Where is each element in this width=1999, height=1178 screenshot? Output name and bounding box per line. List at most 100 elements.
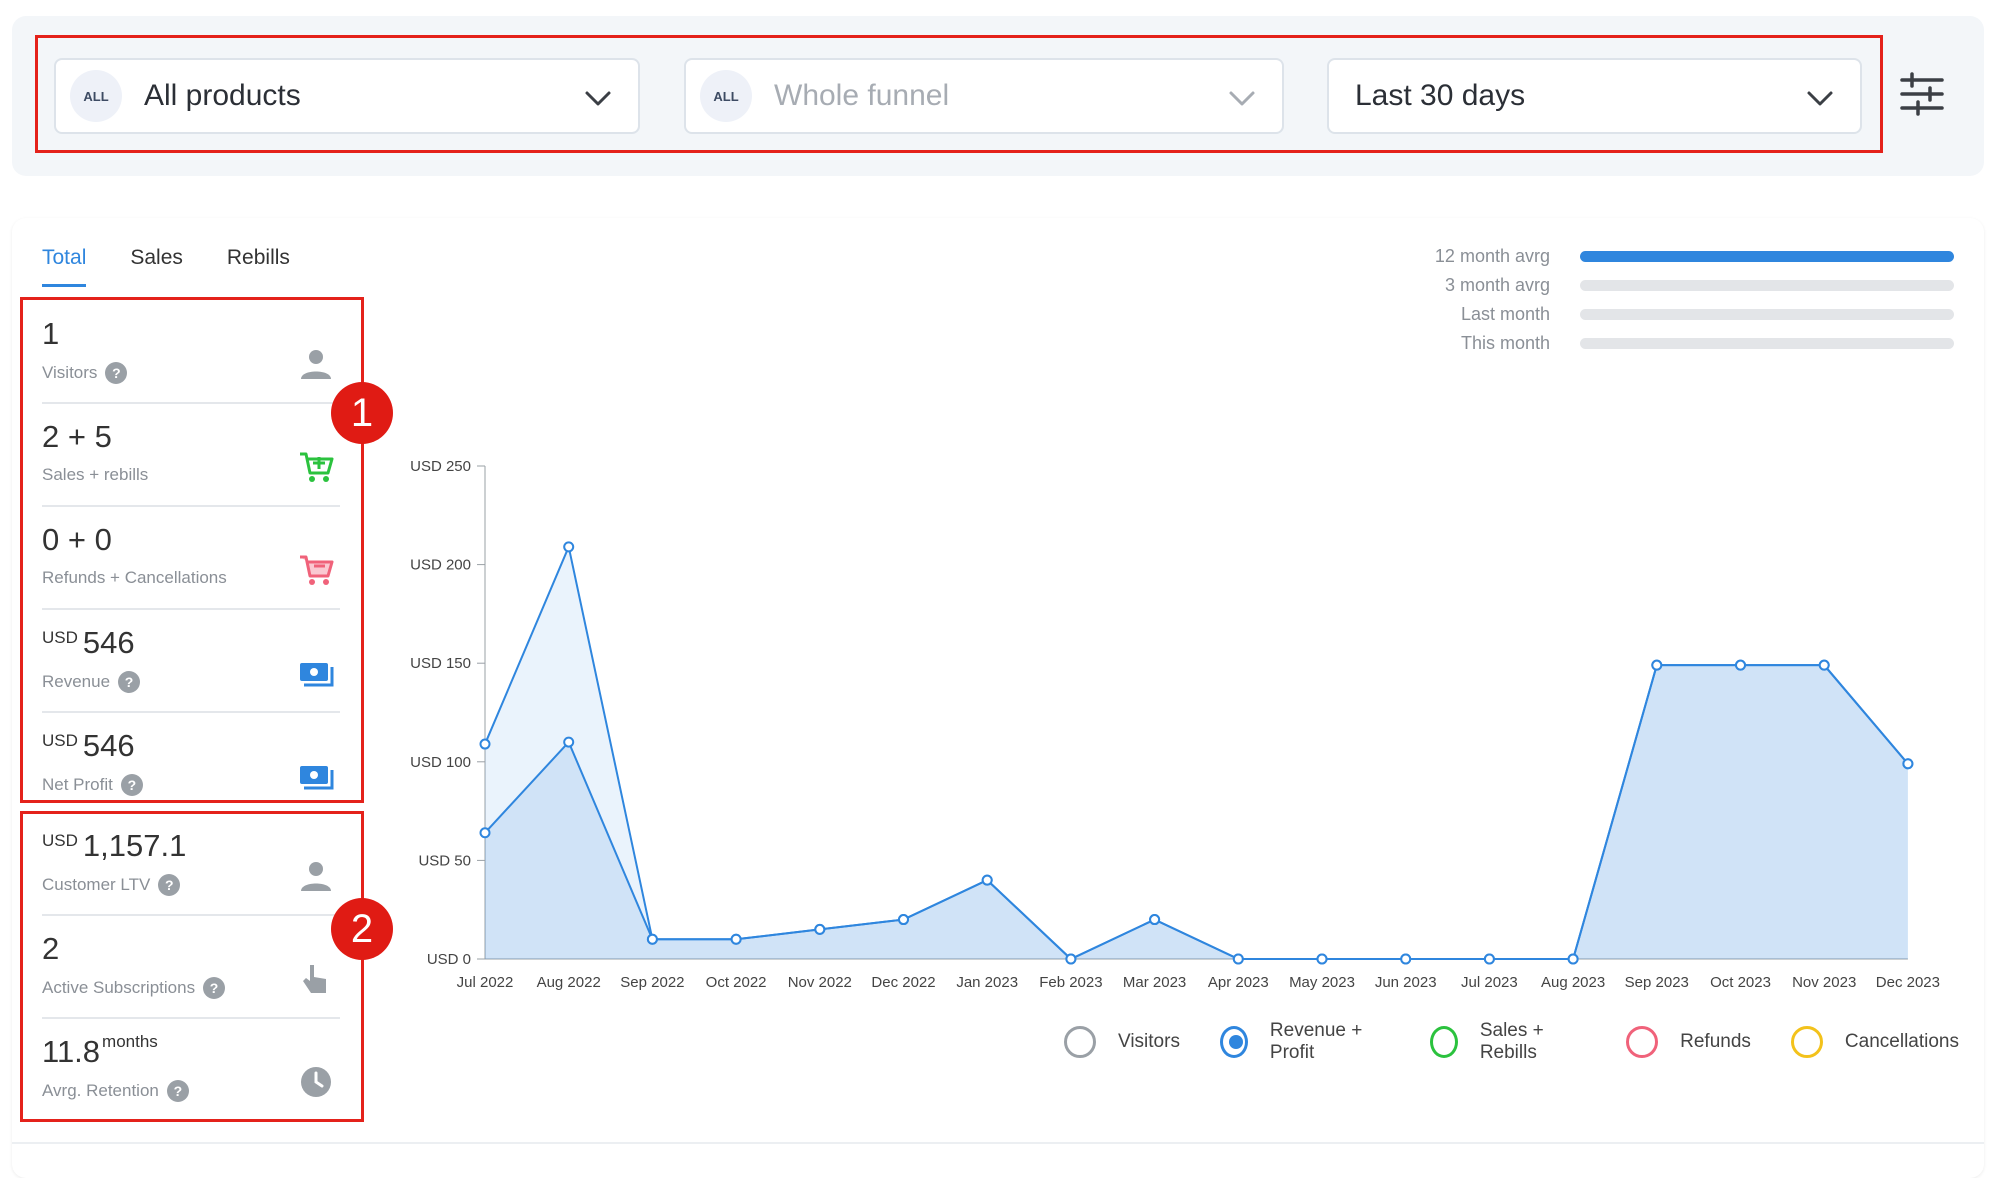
metric-label-text: Customer LTV [42,875,151,894]
metric-number: 1,157.1 [82,828,187,863]
metric-number: 0 + 0 [42,522,112,557]
radio-unchecked-icon [1626,1026,1659,1058]
sliders-settings-icon[interactable] [1898,70,1946,118]
tab-total[interactable]: Total [42,246,87,287]
data-point [479,827,491,839]
series-area [485,546,1908,959]
data-point [1735,659,1746,671]
x-tick-label: Oct 2023 [1710,974,1771,991]
metric-currency: USD [42,628,78,647]
data-point [1902,758,1914,770]
metric-number: 546 [82,728,135,763]
legend-label: Cancellations [1844,1031,1959,1052]
help-icon[interactable]: ? [105,362,128,384]
metric-refunds-cancellations: 0 + 0 Refunds + Cancellations [42,510,340,610]
metric-value: 2 + 5 [42,419,112,455]
average-row: Last month [1380,302,1956,326]
average-bar-fill [1580,250,1954,262]
legend-item-cancellations[interactable]: Cancellations [1790,1026,1959,1058]
y-tick-label: USD 250 [410,458,471,475]
metric-label: Visitors? [42,362,128,384]
help-icon[interactable]: ? [118,671,141,693]
metric-label-text: Net Profit [42,775,113,794]
average-bar [1580,308,1954,320]
average-row: This month [1380,331,1956,355]
x-tick-label: May 2023 [1289,974,1355,991]
legend-item-refunds[interactable]: Refunds [1626,1026,1751,1058]
revenue-chart: USD 0 USD 50 USD 100 USD 150 USD 200 USD 250 J… [410,458,1940,991]
period-select[interactable]: Last 30 days [1327,58,1862,134]
average-label: This month [1460,332,1550,353]
metric-label: Revenue? [42,671,141,693]
data-point [646,933,658,945]
data-point [1316,953,1328,965]
cart-add-icon [298,449,334,485]
metric-number: 11.8 [42,1034,101,1069]
metric-value: 11.8 months [42,1032,158,1070]
metric-label: Sales + rebills [42,465,148,485]
legend-item-revenue-profit[interactable]: Revenue + Profit [1219,1020,1390,1064]
data-point [1065,953,1077,965]
legend-label: Revenue + Profit [1269,1020,1363,1063]
help-icon[interactable]: ? [158,874,181,896]
radio-unchecked-icon [1064,1026,1096,1058]
funnel-select[interactable]: ALL Whole funnel [684,58,1284,134]
help-icon[interactable]: ? [166,1080,189,1102]
x-tick-label: Dec 2023 [1876,974,1940,991]
funnel-select-value: Whole funnel [774,79,950,112]
data-point [814,923,826,935]
hand-pointer-icon [298,961,334,997]
clock-icon [298,1064,334,1100]
metric-label-text: Revenue [42,672,111,691]
data-point [1567,953,1579,965]
metric-active-subscriptions: 2 Active Subscriptions? [42,919,340,1019]
help-icon[interactable]: ? [120,774,143,796]
x-tick-label: Sep 2022 [620,974,684,991]
metric-label-text: Avrg. Retention [42,1081,159,1100]
x-tick-label: Apr 2023 [1208,974,1269,991]
data-point [479,738,491,750]
radio-checked-icon [1219,1026,1248,1058]
series-line [484,664,1909,961]
metric-number: 1 [42,316,60,351]
average-row: 3 month avrg [1380,273,1956,297]
chevron-down-icon [1226,82,1258,114]
metric-label-text: Active Subscriptions [42,978,196,997]
legend-item-visitors[interactable]: Visitors [1064,1026,1180,1058]
average-bar [1580,279,1954,291]
average-label: Last month [1460,303,1550,324]
data-point [1400,953,1412,965]
tab-rebills[interactable]: Rebills [226,246,290,269]
metric-label-text: Visitors [42,363,98,382]
x-tick-label: Jun 2023 [1375,974,1437,991]
radio-unchecked-icon [1790,1026,1823,1058]
help-icon[interactable]: ? [203,977,226,999]
metric-value: USD 546 [42,625,135,661]
y-tick-label: USD 100 [410,754,471,771]
x-tick-label: Aug 2023 [1541,974,1605,991]
tab-sales[interactable]: Sales [130,246,183,269]
metrics-highlight-box-1 [20,297,364,803]
period-select-value: Last 30 days [1355,79,1526,112]
legend-item-sales-rebills[interactable]: Sales + Rebills [1429,1020,1586,1064]
money-icon [298,655,334,691]
divider [12,1142,1984,1144]
metric-value: 0 + 0 [42,522,112,558]
radio-unchecked-icon [1429,1026,1458,1058]
metric-label: Refunds + Cancellations [42,568,227,588]
product-select[interactable]: ALL All products [54,58,640,134]
x-tick-label: Nov 2023 [1792,974,1856,991]
metric-label-text: Sales + rebills [42,465,149,484]
product-all-badge: ALL [70,70,122,122]
y-tick-label: USD 150 [410,655,471,672]
metric-label: Net Profit? [42,774,143,796]
data-point [563,541,575,553]
average-bar [1580,337,1954,349]
y-tick-label: USD 0 [427,951,471,968]
tabs: Total Sales Rebills [42,246,290,287]
metric-net-profit: USD 546 Net Profit? [42,716,340,816]
metric-visitors: 1 Visitors? [42,304,340,404]
data-point [563,736,575,748]
series-area [485,665,1908,959]
stats-card [12,218,1984,1178]
